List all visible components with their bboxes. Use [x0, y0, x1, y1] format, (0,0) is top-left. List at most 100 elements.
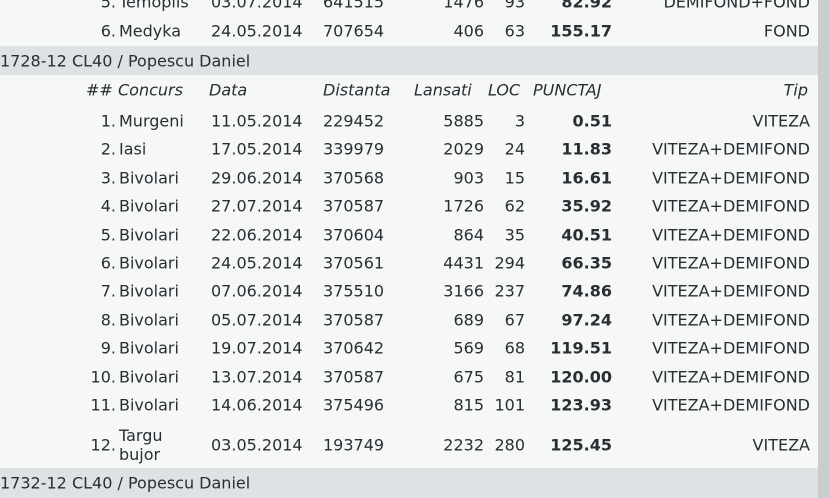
contest: Murgeni [119, 111, 184, 131]
type: VITEZA+DEMIFOND [652, 281, 810, 301]
contest: Targu bujor [119, 426, 163, 464]
score: 119.51 [550, 338, 612, 358]
row-number: 3. [100, 168, 116, 188]
distance: 370561 [323, 253, 385, 273]
type: VITEZA+DEMIFOND [652, 310, 810, 330]
released: 1476 [443, 0, 484, 12]
date: 05.07.2014 [211, 310, 303, 330]
type: VITEZA+DEMIFOND [652, 196, 810, 216]
score: 120.00 [550, 367, 612, 387]
released: 864 [453, 225, 484, 245]
place: 62 [504, 196, 525, 216]
score: 155.17 [550, 21, 612, 41]
contest: Temopiis [119, 0, 189, 12]
distance: 641515 [323, 0, 385, 12]
type: VITEZA [752, 435, 810, 455]
score: 16.61 [561, 168, 612, 188]
row-number: 6. [100, 253, 116, 273]
place: 280 [494, 435, 525, 455]
column-header: Lansati [414, 80, 472, 100]
date: 22.06.2014 [211, 225, 303, 245]
distance: 339979 [323, 139, 385, 159]
section-title: 1732-12 CL40 / Popescu Daniel [0, 473, 251, 493]
released: 5885 [443, 111, 484, 131]
column-header: Data [209, 80, 248, 100]
contest: Bivolari [119, 168, 179, 188]
type: VITEZA [752, 111, 810, 131]
section-band [0, 468, 818, 498]
distance: 229452 [323, 111, 385, 131]
score: 74.86 [561, 281, 612, 301]
type: VITEZA+DEMIFOND [652, 395, 810, 415]
score: 66.35 [561, 253, 612, 273]
date: 07.06.2014 [211, 281, 303, 301]
distance: 370587 [323, 196, 385, 216]
row-number: 8. [100, 310, 116, 330]
contest: Bivolari [119, 395, 179, 415]
place: 63 [504, 21, 525, 41]
distance: 707654 [323, 21, 385, 41]
date: 14.06.2014 [211, 395, 303, 415]
type: VITEZA+DEMIFOND [652, 225, 810, 245]
contest: Medyka [119, 21, 182, 41]
row-number: 5. [100, 225, 116, 245]
place: 93 [504, 0, 525, 12]
place: 81 [504, 367, 525, 387]
place: 15 [504, 168, 525, 188]
contest: Bivolari [119, 253, 179, 273]
column-header: LOC [488, 80, 521, 100]
distance: 370587 [323, 367, 385, 387]
date: 24.05.2014 [211, 21, 303, 41]
released: 2029 [443, 139, 484, 159]
released: 406 [453, 21, 484, 41]
section-title: 1728-12 CL40 / Popescu Daniel [0, 51, 251, 71]
contest: Bivolari [119, 281, 179, 301]
released: 3166 [443, 281, 484, 301]
row-number: 12. [90, 435, 116, 455]
section-band [0, 46, 818, 75]
released: 675 [453, 367, 484, 387]
date: 17.05.2014 [211, 139, 303, 159]
date: 03.07.2014 [211, 0, 303, 12]
contest: Bivolari [119, 367, 179, 387]
place: 237 [494, 281, 525, 301]
distance: 370604 [323, 225, 385, 245]
released: 4431 [443, 253, 484, 273]
place: 35 [504, 225, 525, 245]
score: 82.92 [561, 0, 612, 12]
score: 0.51 [572, 111, 612, 131]
type: VITEZA+DEMIFOND [652, 367, 810, 387]
scrollbar [818, 0, 830, 498]
place: 24 [504, 139, 525, 159]
released: 689 [453, 310, 484, 330]
distance: 375496 [323, 395, 385, 415]
date: 19.07.2014 [211, 338, 303, 358]
date: 29.06.2014 [211, 168, 303, 188]
distance: 370568 [323, 168, 385, 188]
released: 903 [453, 168, 484, 188]
distance: 193749 [323, 435, 385, 455]
row-number: 11. [90, 395, 116, 415]
column-header: PUNCTAJ [533, 80, 602, 100]
released: 815 [453, 395, 484, 415]
score: 40.51 [561, 225, 612, 245]
type: DEMIFOND+FOND [663, 0, 810, 12]
distance: 370587 [323, 310, 385, 330]
date: 03.05.2014 [211, 435, 303, 455]
column-header: ## [86, 80, 113, 100]
date: 11.05.2014 [211, 111, 303, 131]
contest: Bivolari [119, 225, 179, 245]
type: VITEZA+DEMIFOND [652, 168, 810, 188]
score: 125.45 [550, 435, 612, 455]
row-number: 1. [100, 111, 116, 131]
contest: Bivolari [119, 310, 179, 330]
type: VITEZA+DEMIFOND [652, 253, 810, 273]
place: 68 [504, 338, 525, 358]
released: 1726 [443, 196, 484, 216]
row-number: 5. [100, 0, 116, 12]
row-number: 10. [90, 367, 116, 387]
place: 294 [494, 253, 525, 273]
score: 11.83 [561, 139, 612, 159]
row-number: 4. [100, 196, 116, 216]
type: FOND [763, 21, 810, 41]
